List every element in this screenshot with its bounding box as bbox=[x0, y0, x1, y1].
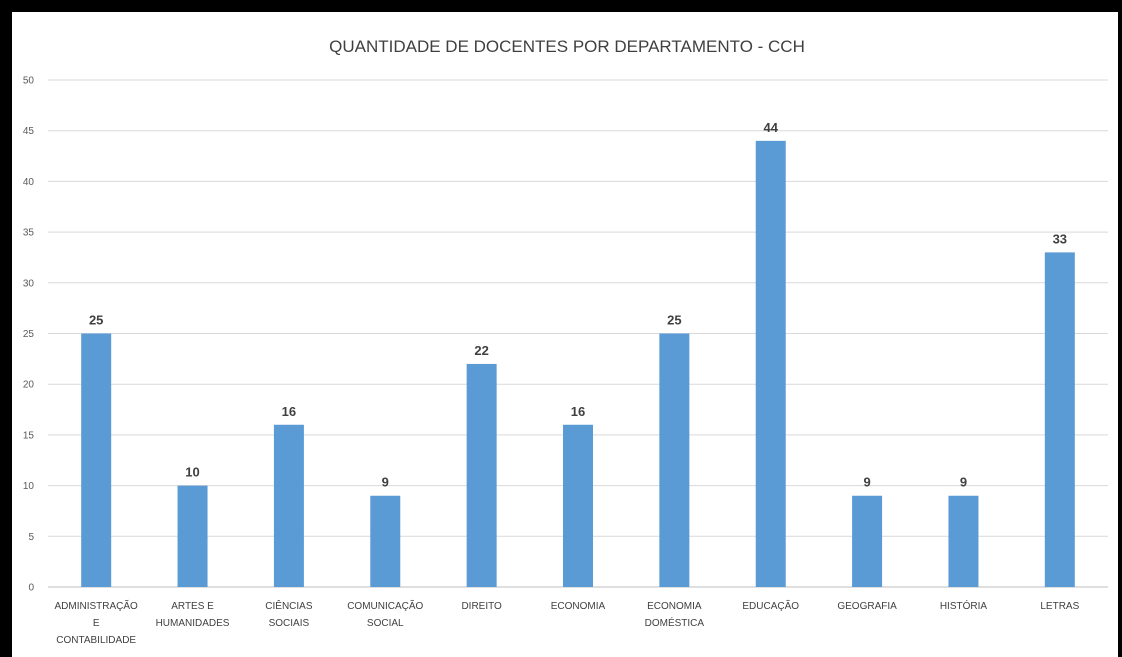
y-tick-label-15: 15 bbox=[23, 430, 35, 441]
category-label-line: E bbox=[93, 618, 100, 629]
data-label-4: 22 bbox=[474, 343, 488, 358]
category-label-2: CIÊNCIAS SOCIAIS bbox=[265, 599, 313, 629]
bar-10 bbox=[1044, 252, 1075, 587]
category-label-line: SOCIAIS bbox=[269, 618, 310, 629]
frame-border-right bbox=[1118, 0, 1122, 657]
data-label-5: 16 bbox=[571, 404, 585, 419]
category-label-line: LETRAS bbox=[1040, 601, 1079, 612]
data-label-1: 10 bbox=[185, 465, 199, 480]
bar-8 bbox=[852, 495, 883, 587]
category-label-9: HISTÓRIA bbox=[940, 599, 988, 612]
chart-title: QUANTIDADE DE DOCENTES POR DEPARTAMENTO … bbox=[329, 37, 805, 56]
category-label-line: HISTÓRIA bbox=[940, 599, 988, 612]
data-label-2: 16 bbox=[282, 404, 296, 419]
y-tick-label-10: 10 bbox=[23, 481, 35, 492]
data-label-8: 9 bbox=[863, 475, 870, 490]
data-label-9: 9 bbox=[960, 475, 967, 490]
bar-6 bbox=[659, 333, 690, 587]
category-label-6: ECONOMIA DOMÉSTICA bbox=[645, 601, 705, 629]
y-axis-ticks: 0 5 10 15 20 25 30 35 40 45 50 bbox=[23, 76, 35, 594]
category-label-8: GEOGRAFIA bbox=[837, 601, 897, 612]
frame-border-top bbox=[0, 0, 1122, 12]
category-label-line: CIÊNCIAS bbox=[265, 599, 313, 612]
frame-border-left bbox=[0, 0, 12, 657]
y-tick-label-40: 40 bbox=[23, 177, 35, 188]
category-label-line: HUMANIDADES bbox=[156, 618, 230, 629]
category-label-5: ECONOMIA bbox=[551, 601, 606, 612]
category-label-10: LETRAS bbox=[1040, 601, 1079, 612]
category-label-line: CONTABILIDADE bbox=[56, 635, 136, 646]
data-label-10: 33 bbox=[1053, 231, 1067, 246]
category-label-0: ADMINISTRAÇÃO E CONTABILIDADE bbox=[55, 599, 139, 646]
bar-7 bbox=[755, 140, 786, 587]
y-tick-label-25: 25 bbox=[23, 329, 35, 340]
y-tick-label-0: 0 bbox=[28, 583, 34, 594]
category-label-1: ARTES E HUMANIDADES bbox=[156, 601, 230, 629]
data-label-6: 25 bbox=[667, 313, 681, 328]
category-label-line: EDUCAÇÃO bbox=[742, 599, 799, 612]
bar-4 bbox=[466, 363, 497, 587]
category-label-3: COMUNICAÇÃO SOCIAL bbox=[347, 599, 423, 629]
y-tick-label-20: 20 bbox=[23, 380, 35, 391]
data-labels: 25 10 16 9 22 16 25 44 9 9 33 bbox=[89, 120, 1067, 490]
bar-0 bbox=[81, 333, 112, 587]
category-label-line: COMUNICAÇÃO bbox=[347, 599, 423, 612]
category-label-line: ARTES E bbox=[171, 601, 214, 612]
category-label-line: DIREITO bbox=[461, 601, 502, 612]
bar-9 bbox=[948, 495, 979, 587]
data-label-0: 25 bbox=[89, 313, 103, 328]
bars bbox=[81, 140, 1075, 587]
category-label-7: EDUCAÇÃO bbox=[742, 599, 799, 612]
x-axis-categories: ADMINISTRAÇÃO E CONTABILIDADE ARTES E HUMANI… bbox=[55, 599, 1080, 646]
category-label-4: DIREITO bbox=[461, 601, 502, 612]
y-tick-label-45: 45 bbox=[23, 126, 35, 137]
y-tick-label-50: 50 bbox=[23, 76, 35, 87]
category-label-line: ADMINISTRAÇÃO bbox=[55, 599, 139, 612]
category-label-line: GEOGRAFIA bbox=[837, 601, 897, 612]
category-label-line: ECONOMIA bbox=[647, 601, 702, 612]
y-tick-label-30: 30 bbox=[23, 278, 35, 289]
y-tick-label-5: 5 bbox=[28, 532, 34, 543]
y-tick-label-35: 35 bbox=[23, 228, 35, 239]
bar-1 bbox=[177, 485, 208, 587]
data-label-7: 44 bbox=[763, 120, 778, 135]
bar-3 bbox=[370, 495, 401, 587]
category-label-line: ECONOMIA bbox=[551, 601, 606, 612]
category-label-line: DOMÉSTICA bbox=[645, 616, 705, 629]
data-label-3: 9 bbox=[382, 475, 389, 490]
bar-2 bbox=[273, 424, 304, 587]
category-label-line: SOCIAL bbox=[367, 618, 404, 629]
bar-5 bbox=[563, 424, 593, 587]
